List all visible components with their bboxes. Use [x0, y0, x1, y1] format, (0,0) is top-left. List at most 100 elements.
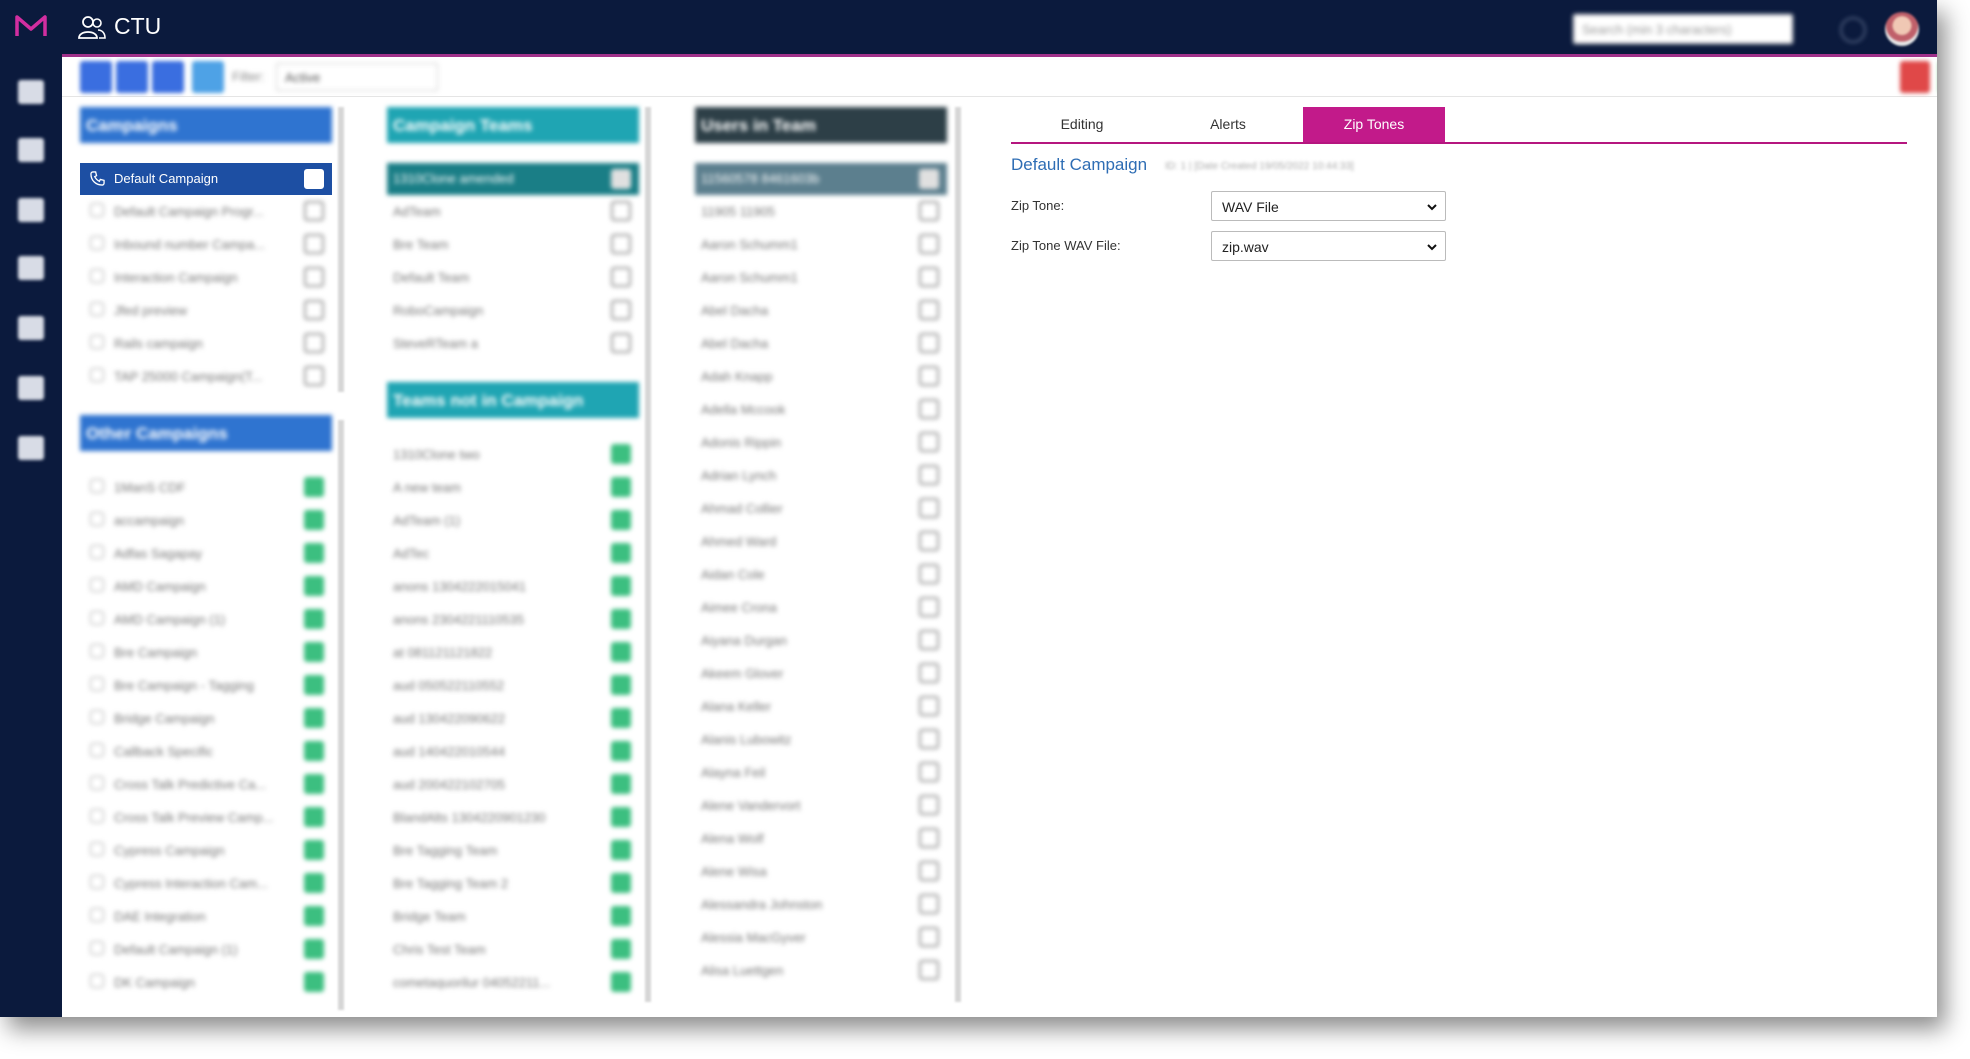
avatar[interactable]: [1885, 12, 1919, 46]
add-button[interactable]: [304, 840, 324, 860]
remove-button[interactable]: [919, 828, 939, 848]
team-not-in-campaign-row[interactable]: anons 1304222015041: [387, 570, 639, 603]
remove-user-row-button[interactable]: [919, 169, 939, 189]
team-row[interactable]: AdTeam: [387, 195, 639, 228]
remove-campaign-button[interactable]: [304, 169, 324, 189]
add-button[interactable]: [611, 906, 631, 926]
tab-alerts[interactable]: Alerts: [1210, 116, 1246, 132]
add-button[interactable]: [304, 708, 324, 728]
user-row[interactable]: Ahmed Ward: [695, 525, 947, 558]
help-icon[interactable]: [1840, 17, 1866, 43]
dashboard-icon[interactable]: [18, 198, 44, 222]
user-row[interactable]: Alana Keller: [695, 690, 947, 723]
add-button[interactable]: [611, 741, 631, 761]
team-not-in-campaign-row[interactable]: Bridge Team: [387, 900, 639, 933]
remove-button[interactable]: [919, 861, 939, 881]
remove-button[interactable]: [919, 399, 939, 419]
remove-button[interactable]: [919, 927, 939, 947]
team-not-in-campaign-row[interactable]: aud 200422102705: [387, 768, 639, 801]
remove-user-button[interactable]: [1900, 61, 1930, 93]
remove-button[interactable]: [919, 234, 939, 254]
add-button[interactable]: [611, 609, 631, 629]
teams-scrollbar[interactable]: [645, 107, 651, 1002]
remove-button[interactable]: [919, 597, 939, 617]
remove-button[interactable]: [919, 960, 939, 980]
add-button[interactable]: [304, 873, 324, 893]
remove-button[interactable]: [304, 300, 324, 320]
remove-button[interactable]: [919, 729, 939, 749]
other-campaign-row[interactable]: Bre Campaign - Tagging: [80, 669, 332, 702]
remove-button[interactable]: [919, 498, 939, 518]
remove-team-button[interactable]: [611, 169, 631, 189]
zip-tone-select[interactable]: WAV File: [1211, 191, 1446, 221]
add-button[interactable]: [304, 906, 324, 926]
add-button[interactable]: [304, 807, 324, 827]
user-row[interactable]: Alanis Lubowitz: [695, 723, 947, 756]
team-not-in-campaign-row[interactable]: AdTeam (1): [387, 504, 639, 537]
remove-button[interactable]: [304, 366, 324, 386]
remove-button[interactable]: [919, 696, 939, 716]
campaign-row[interactable]: Interaction Campaign: [80, 261, 332, 294]
user-row[interactable]: Alayna Feil: [695, 756, 947, 789]
user-row[interactable]: Abel Dacha: [695, 294, 947, 327]
user-row[interactable]: Adah Knapp: [695, 360, 947, 393]
add-button[interactable]: [611, 972, 631, 992]
add-button[interactable]: [611, 477, 631, 497]
add-button[interactable]: [304, 576, 324, 596]
user-row[interactable]: Alisa Luettgen: [695, 954, 947, 987]
add-button[interactable]: [304, 510, 324, 530]
user-row-selected[interactable]: 11560578 8461603b: [695, 163, 947, 195]
other-campaign-row[interactable]: Adfas Sagapay: [80, 537, 332, 570]
user-row[interactable]: Abel Dacha: [695, 327, 947, 360]
user-row[interactable]: Akeem Glover: [695, 657, 947, 690]
refresh-button[interactable]: [192, 61, 224, 93]
other-campaign-row[interactable]: DAE Integration: [80, 900, 332, 933]
inbox-icon[interactable]: [18, 80, 44, 104]
remove-button[interactable]: [919, 300, 939, 320]
user-row[interactable]: Aiyana Durgan: [695, 624, 947, 657]
team-not-in-campaign-row[interactable]: aud 050522110552: [387, 669, 639, 702]
team-not-in-campaign-row[interactable]: aud 140422010544: [387, 735, 639, 768]
team-not-in-campaign-row[interactable]: Bre Tagging Team: [387, 834, 639, 867]
remove-button[interactable]: [611, 234, 631, 254]
database-icon[interactable]: [18, 256, 44, 280]
user-row[interactable]: Alene Wisa: [695, 855, 947, 888]
settings-icon[interactable]: [18, 436, 44, 460]
other-campaign-row[interactable]: AMD Campaign (1): [80, 603, 332, 636]
add-button[interactable]: [304, 939, 324, 959]
add-button[interactable]: [304, 774, 324, 794]
user-row[interactable]: Alessia MacGyver: [695, 921, 947, 954]
add-button[interactable]: [611, 840, 631, 860]
remove-button[interactable]: [919, 432, 939, 452]
add-button[interactable]: [611, 444, 631, 464]
remove-button[interactable]: [919, 762, 939, 782]
user-row[interactable]: Adrian Lynch: [695, 459, 947, 492]
other-campaign-row[interactable]: Bridge Campaign: [80, 702, 332, 735]
other-campaign-row[interactable]: Cypress Interaction Cam...: [80, 867, 332, 900]
team-not-in-campaign-row[interactable]: Chris Test Team: [387, 933, 639, 966]
add-button[interactable]: [611, 807, 631, 827]
remove-button[interactable]: [919, 531, 939, 551]
user-row[interactable]: Adonis Rippin: [695, 426, 947, 459]
add-button[interactable]: [304, 972, 324, 992]
team-row[interactable]: RoboCampaign: [387, 294, 639, 327]
new-document-button[interactable]: [80, 61, 112, 93]
remove-button[interactable]: [304, 201, 324, 221]
brand-logo-icon[interactable]: [14, 12, 48, 40]
team-not-in-campaign-row[interactable]: aud 130422090622: [387, 702, 639, 735]
shopping-bag-icon[interactable]: [18, 316, 44, 340]
remove-button[interactable]: [611, 333, 631, 353]
campaign-row[interactable]: Default Campaign Progr...: [80, 195, 332, 228]
add-button[interactable]: [611, 510, 631, 530]
copy-button[interactable]: [116, 61, 148, 93]
add-button[interactable]: [304, 675, 324, 695]
add-button[interactable]: [611, 873, 631, 893]
team-not-in-campaign-row[interactable]: Bre Tagging Team 2: [387, 867, 639, 900]
team-row-selected[interactable]: 1310Clone amended: [387, 163, 639, 195]
add-button[interactable]: [304, 642, 324, 662]
other-campaign-row[interactable]: Cypress Campaign: [80, 834, 332, 867]
remove-button[interactable]: [919, 465, 939, 485]
other-campaign-row[interactable]: accampaign: [80, 504, 332, 537]
remove-button[interactable]: [919, 663, 939, 683]
remove-button[interactable]: [919, 201, 939, 221]
